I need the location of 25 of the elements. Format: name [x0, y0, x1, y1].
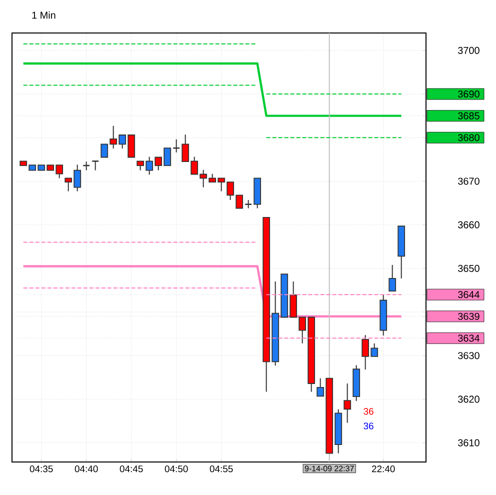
candlestick [91, 160, 100, 171]
y-tick-label: 3670 [458, 178, 480, 185]
candlestick [344, 383, 352, 424]
x-tick-label: 04:55 [210, 466, 233, 472]
y-tick-label: 3644 [458, 291, 480, 298]
x-tick-label: 04:45 [120, 466, 143, 472]
x-tick-label: 04:50 [164, 466, 188, 472]
annotation: 36 [364, 422, 374, 430]
x-tick-label: 04:40 [74, 466, 98, 472]
y-tick-label: 3634 [458, 334, 480, 342]
y-tick-label: 3610 [458, 439, 480, 446]
annotation: 36 [364, 408, 374, 415]
y-tick-label: 3690 [458, 90, 480, 98]
chart-title: 1 Min [32, 11, 56, 19]
y-tick-label: 3660 [458, 221, 480, 228]
x-tick-label: 04:35 [30, 466, 53, 472]
y-tick-label: 3630 [458, 352, 480, 360]
y-tick-label: 3685 [458, 112, 480, 120]
x-tick-label: 22:40 [372, 466, 395, 472]
y-tick-label: 3639 [458, 312, 480, 320]
candlestick [388, 264, 396, 292]
y-tick-label: 3680 [458, 134, 480, 142]
y-tick-label: 3700 [458, 46, 480, 54]
y-tick-label: 3620 [458, 396, 480, 403]
y-tick-label: 3650 [458, 264, 480, 272]
